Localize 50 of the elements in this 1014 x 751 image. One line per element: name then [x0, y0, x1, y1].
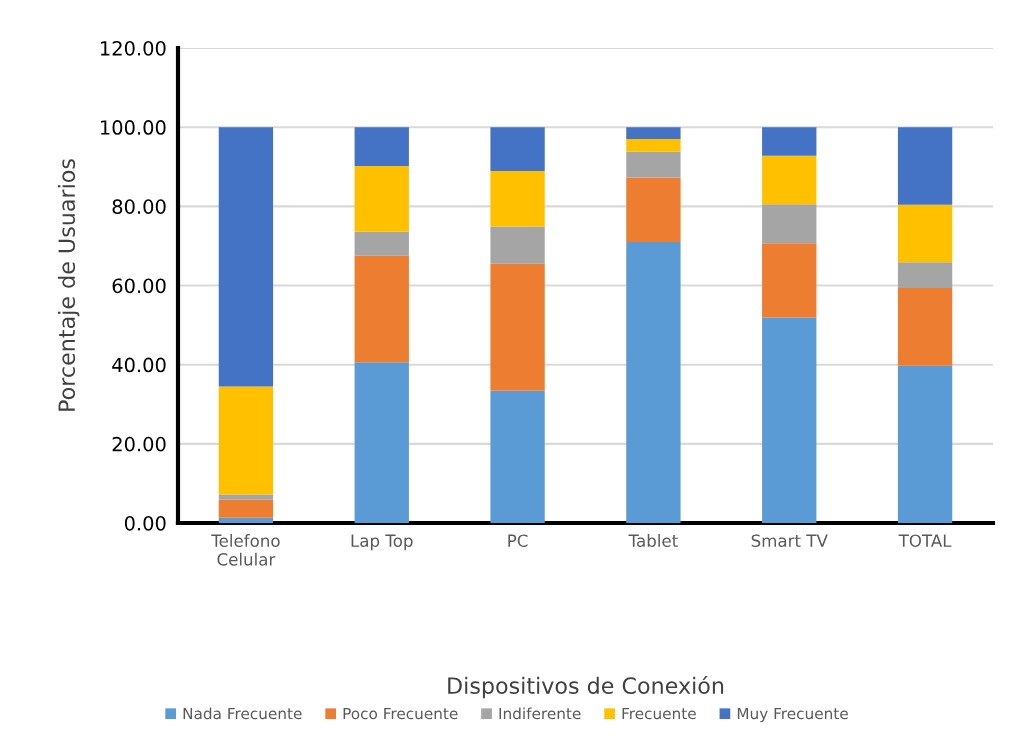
y-tick-label: 80.00 [112, 199, 166, 214]
y-tick-label: 0.00 [124, 515, 166, 531]
bar [218, 499, 274, 518]
x-tick-label: PC [508, 534, 528, 548]
y-tick-label: 60.00 [112, 278, 166, 294]
y-tick-label: 20.00 [112, 436, 166, 452]
bar [354, 127, 409, 166]
bar [897, 127, 953, 205]
bar [897, 365, 953, 523]
bar [626, 241, 681, 523]
x-tick-label: Lap Top [351, 534, 413, 551]
y-tick-label: 120.00 [100, 40, 166, 56]
bar [762, 204, 817, 244]
bar [490, 171, 545, 227]
legend-label: Muy Frecuente [737, 707, 848, 723]
x-tick-label: TOTAL [898, 534, 952, 548]
bar [490, 390, 545, 523]
y-tick-label: 100.00 [100, 120, 166, 135]
legend-label: Poco Frecuente [343, 707, 458, 720]
bar [626, 127, 681, 140]
bar [762, 155, 817, 205]
bar [762, 243, 817, 318]
x-tick-label: Telefono Celular [211, 534, 280, 566]
x-tick-label: Tablet [628, 534, 678, 548]
bar [626, 139, 681, 152]
x-tick-label: Smart TV [751, 534, 828, 548]
bar [490, 226, 545, 264]
legend-label: Nada Frecuente [183, 707, 302, 720]
bar [490, 263, 545, 391]
bar [218, 494, 274, 500]
legend-label: Indiferente [499, 707, 581, 720]
bar [626, 151, 681, 178]
bar [218, 517, 274, 523]
bar [354, 255, 409, 363]
bar [897, 262, 953, 288]
legend-label: Frecuente [622, 707, 696, 720]
bar [354, 362, 409, 523]
bar [354, 165, 409, 232]
bar [218, 127, 274, 387]
bar [490, 127, 545, 172]
bar [218, 386, 274, 495]
y-axis-title: Porcentaje de Usuarios [57, 159, 80, 411]
bar [897, 204, 953, 263]
bar [897, 287, 953, 366]
bar [762, 127, 817, 156]
x-axis-title: Dispositivos de Conexión [448, 675, 724, 699]
bar [626, 177, 681, 242]
bar [762, 317, 817, 523]
bar [354, 231, 409, 256]
y-tick-label: 40.00 [112, 357, 166, 373]
